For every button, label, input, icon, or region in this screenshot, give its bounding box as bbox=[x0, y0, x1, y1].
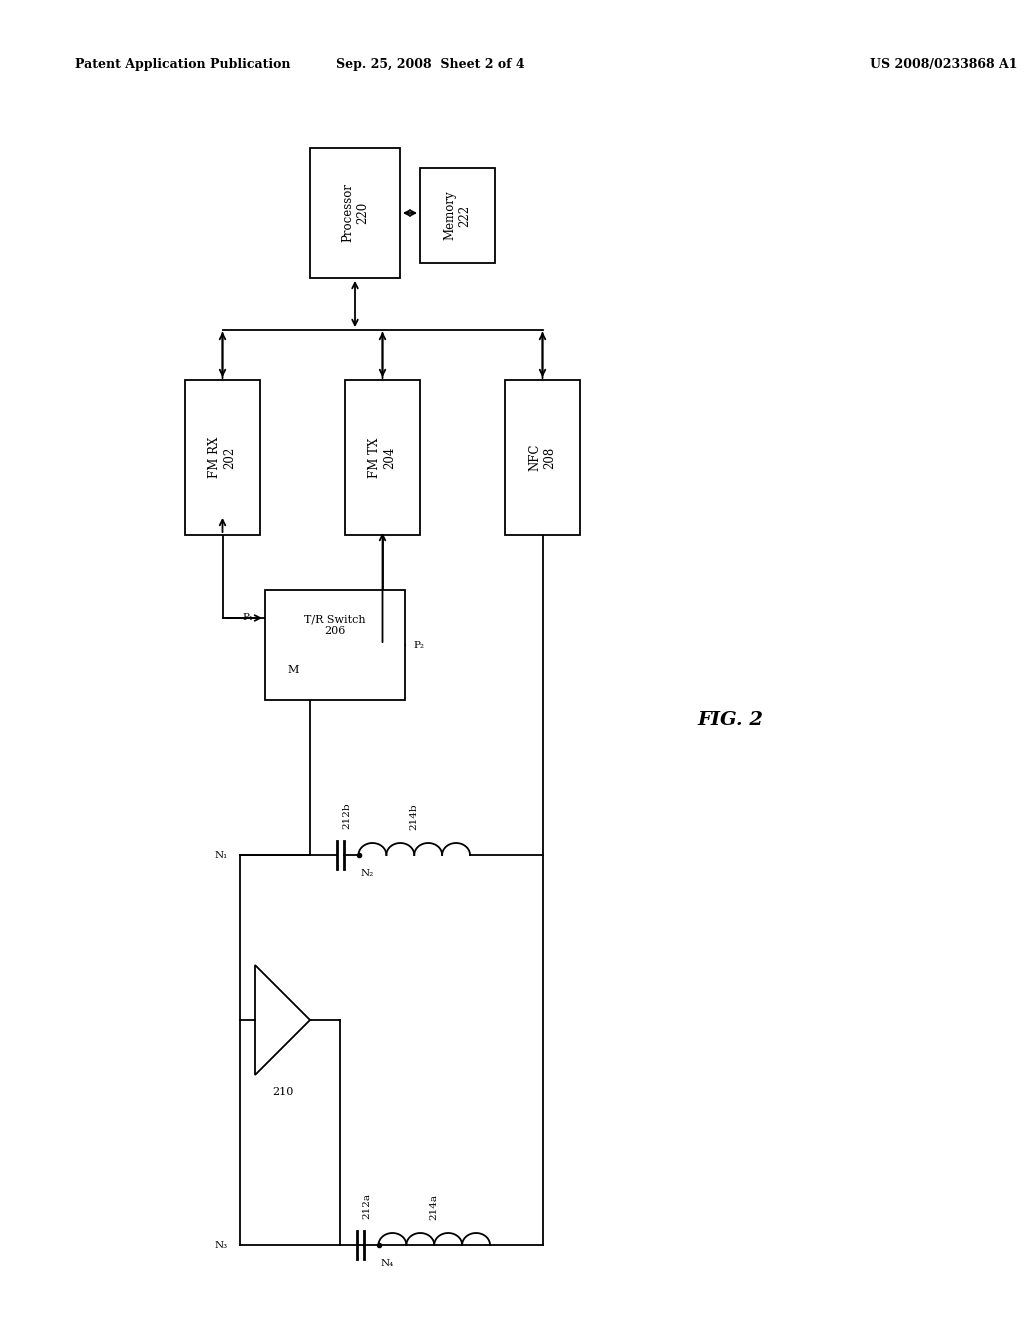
Bar bbox=[345, 380, 420, 535]
Text: FM TX
204: FM TX 204 bbox=[369, 437, 396, 478]
Text: Memory
222: Memory 222 bbox=[443, 190, 471, 240]
Text: Processor
220: Processor 220 bbox=[341, 183, 369, 243]
Text: P₁: P₁ bbox=[242, 614, 253, 623]
Text: T/R Switch
206: T/R Switch 206 bbox=[304, 614, 366, 636]
Text: US 2008/0233868 A1: US 2008/0233868 A1 bbox=[870, 58, 1018, 71]
Text: N₃: N₃ bbox=[215, 1241, 228, 1250]
Text: 214b: 214b bbox=[410, 804, 419, 830]
Text: Patent Application Publication: Patent Application Publication bbox=[75, 58, 291, 71]
Text: P₂: P₂ bbox=[413, 640, 424, 649]
Text: M: M bbox=[288, 665, 299, 675]
Bar bbox=[185, 380, 260, 535]
Text: Sep. 25, 2008  Sheet 2 of 4: Sep. 25, 2008 Sheet 2 of 4 bbox=[336, 58, 524, 71]
Text: N₄: N₄ bbox=[381, 1259, 394, 1269]
Text: 214a: 214a bbox=[430, 1195, 438, 1220]
Text: 210: 210 bbox=[271, 1086, 293, 1097]
Text: N₂: N₂ bbox=[360, 869, 374, 878]
Bar bbox=[420, 168, 495, 263]
Bar bbox=[505, 380, 580, 535]
Bar bbox=[265, 590, 406, 700]
Bar bbox=[310, 148, 400, 279]
Text: FIG. 2: FIG. 2 bbox=[697, 711, 763, 729]
Text: 212a: 212a bbox=[362, 1193, 371, 1218]
Text: N₁: N₁ bbox=[215, 850, 228, 859]
Text: 212b: 212b bbox=[342, 803, 351, 829]
Text: FM RX
202: FM RX 202 bbox=[209, 437, 237, 478]
Text: NFC
208: NFC 208 bbox=[528, 444, 556, 471]
